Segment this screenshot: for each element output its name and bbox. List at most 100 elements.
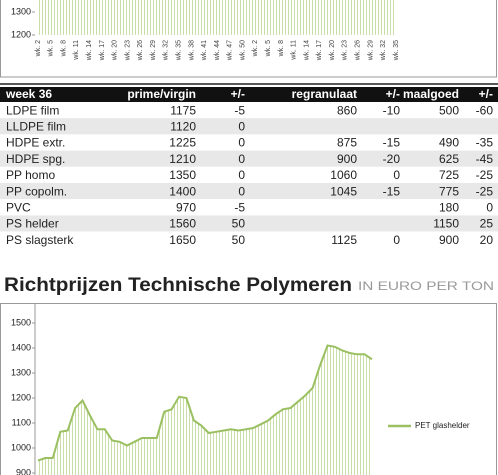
x-tick-label: wk. 5: [265, 40, 272, 57]
x-tick-label: wk. 29: [367, 40, 374, 61]
y-tick-label: 1200: [11, 29, 31, 39]
x-tick-label: wk. 35: [393, 40, 400, 61]
x-tick-label: wk. 5: [48, 40, 55, 57]
table-cell: -60: [476, 103, 494, 117]
table-cell: -10: [383, 103, 401, 117]
x-tick-label: wk. 23: [124, 40, 131, 61]
top-plot: [38, 0, 396, 35]
legend-label: PET glashelder: [415, 421, 470, 430]
table-cell: PP copolm.: [6, 184, 67, 198]
x-tick-label: wk. 2: [35, 40, 42, 57]
table-header-cell: +/-: [479, 87, 493, 101]
table-cell: -20: [383, 152, 401, 166]
table-cell: -15: [383, 136, 401, 150]
table-cell: 860: [337, 103, 357, 117]
table-cell: PP homo: [6, 168, 55, 182]
y-tick-label: 1100: [12, 417, 31, 427]
table-row-bg: [0, 215, 498, 232]
table-cell: 725: [439, 168, 459, 182]
table-cell: -45: [476, 152, 494, 166]
table-row-bg: [0, 102, 498, 119]
table-cell: 1125: [331, 233, 357, 247]
table-cell: 0: [238, 136, 245, 150]
x-tick-label: wk. 14: [303, 40, 310, 61]
table-cell: 1225: [169, 136, 196, 150]
table-cell: -5: [234, 200, 245, 214]
table-cell: 50: [232, 233, 246, 247]
y-tick-label: 1400: [11, 342, 31, 352]
table-cell: 1060: [330, 168, 357, 182]
x-tick-label: wk. 8: [278, 40, 285, 57]
table-cell: 1400: [169, 184, 196, 198]
top-chart-frame: [0, 0, 497, 78]
table-header-bg: [0, 87, 498, 102]
table-cell: 0: [238, 184, 245, 198]
table-cell: -15: [383, 184, 401, 198]
table-header-cell: week 36: [5, 87, 52, 101]
x-tick-label: wk. 32: [163, 40, 170, 61]
table-row-bg: [0, 199, 498, 216]
area: [38, 0, 396, 35]
table-cell: -5: [234, 103, 245, 117]
x-tick-label: wk. 8: [60, 40, 67, 57]
x-tick-label: wk. 29: [150, 40, 157, 61]
table-header-cell: +/-: [231, 87, 245, 101]
table-cell: 625: [439, 152, 459, 166]
y-tick-label: 1200: [11, 392, 31, 402]
x-tick-label: wk. 20: [112, 40, 119, 61]
x-tick-label: wk. 44: [214, 40, 221, 61]
table-cell: 500: [439, 103, 459, 117]
table-cell: 50: [232, 217, 246, 231]
table-cell: HDPE spg.: [6, 152, 65, 166]
x-tick-label: wk. 2: [252, 40, 259, 57]
table-cell: 180: [439, 200, 459, 214]
table-cell: 0: [238, 152, 245, 166]
table-cell: 0: [393, 233, 400, 247]
x-tick-label: wk. 50: [239, 40, 246, 61]
x-tick-label: wk. 20: [329, 40, 336, 61]
table-cell: PS slagsterk: [6, 233, 74, 247]
table-cell: 1210: [169, 152, 196, 166]
table-cell: 900: [337, 152, 357, 166]
table-cell: 0: [238, 168, 245, 182]
x-tick-label: wk. 17: [316, 40, 323, 61]
x-tick-label: wk. 38: [188, 40, 195, 61]
table-row-bg: [0, 183, 498, 200]
x-tick-label: wk. 35: [175, 40, 182, 61]
heading-title: Richtprijzen Technische Polymeren: [4, 275, 352, 296]
table-header-cell: prime/virgin: [127, 87, 196, 101]
table-row-bg: [0, 231, 498, 248]
table-row-bg: [0, 150, 498, 167]
table-cell: PVC: [6, 200, 31, 214]
y-tick-label: 1500: [11, 317, 31, 327]
table-cell: 0: [486, 200, 493, 214]
table-cell: 1350: [169, 168, 196, 182]
y-tick-label: 1300: [11, 367, 31, 377]
table-cell: 1045: [330, 184, 357, 198]
x-tick-label: wk. 17: [99, 40, 106, 61]
x-tick-label: wk. 26: [137, 40, 144, 61]
table-row-bg: [0, 166, 498, 183]
area: [38, 345, 372, 475]
table-cell: LDPE film: [6, 103, 59, 117]
y-tick-label: 1300: [11, 6, 31, 16]
x-tick-label: wk. 23: [342, 40, 349, 61]
table-cell: -25: [476, 168, 494, 182]
bottom-plot: [38, 345, 372, 475]
table-cell: -25: [476, 184, 494, 198]
x-tick-label: wk. 11: [291, 40, 298, 61]
table-cell: HDPE extr.: [6, 136, 65, 150]
x-tick-label: wk. 26: [354, 40, 361, 61]
bottom-chart-frame: [0, 303, 497, 475]
table-cell: 25: [480, 217, 494, 231]
x-tick-label: wk. 41: [201, 40, 208, 61]
table-cell: 0: [238, 119, 245, 133]
table-cell: 970: [176, 200, 196, 214]
table-row-bg: [0, 134, 498, 151]
table-cell: 775: [439, 184, 459, 198]
table-cell: 1175: [170, 103, 196, 117]
table-cell: 0: [393, 168, 400, 182]
table-cell: 1560: [169, 217, 196, 231]
table-cell: 490: [439, 136, 459, 150]
table-header-cell: +/-: [386, 87, 400, 101]
